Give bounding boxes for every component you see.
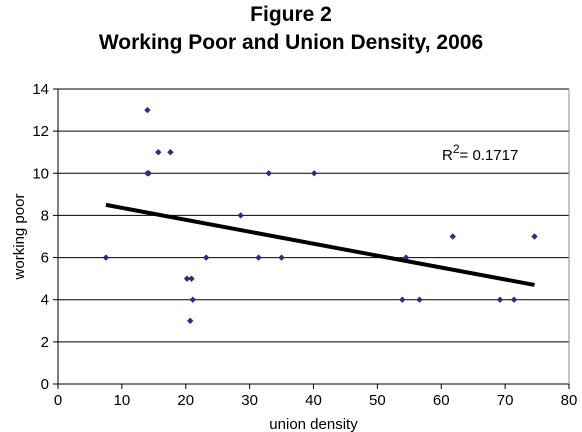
data-points xyxy=(102,106,538,324)
data-point xyxy=(188,275,195,282)
y-tick-label: 12 xyxy=(32,123,49,140)
y-tick-label: 0 xyxy=(41,376,49,393)
y-tick-label: 8 xyxy=(41,207,49,224)
trendline xyxy=(105,202,535,287)
x-tick-label: 40 xyxy=(305,392,322,409)
chart-title: Figure 2 xyxy=(250,3,332,26)
data-point xyxy=(531,233,538,240)
x-tick-label: 30 xyxy=(241,392,258,409)
data-point xyxy=(496,296,504,303)
data-point xyxy=(187,317,194,324)
y-tick-labels: 0 2 4 6 8 10 12 14 xyxy=(32,81,49,393)
x-tick-label: 80 xyxy=(561,392,578,409)
r-squared-superscript: 2 xyxy=(453,142,460,156)
data-point xyxy=(278,254,285,261)
r-squared-annotation: R2= 0.1717 xyxy=(442,142,518,164)
x-tick-label: 20 xyxy=(177,392,194,409)
data-point xyxy=(255,254,262,261)
data-point xyxy=(145,170,152,177)
grid-lines xyxy=(58,88,569,343)
y-tick-label: 6 xyxy=(41,250,49,267)
x-tick-label: 10 xyxy=(114,392,131,409)
data-point xyxy=(237,212,244,219)
data-point xyxy=(310,170,318,177)
r-squared-value: = 0.1717 xyxy=(460,147,519,164)
x-tick-label: 0 xyxy=(54,392,62,409)
data-point xyxy=(399,296,406,303)
data-point xyxy=(102,254,110,261)
y-tick-label: 14 xyxy=(32,81,49,98)
y-tick-label: 2 xyxy=(41,334,49,351)
y-tick-label: 10 xyxy=(32,165,49,182)
x-tick-label: 70 xyxy=(497,392,514,409)
data-point xyxy=(167,149,174,156)
y-axis-label: working poor xyxy=(11,194,28,281)
data-point xyxy=(183,275,191,282)
data-point xyxy=(265,170,272,177)
x-tick-label: 60 xyxy=(433,392,450,409)
data-point xyxy=(510,296,518,303)
chart-subtitle: Working Poor and Union Density, 2006 xyxy=(98,31,484,54)
x-tick-label: 50 xyxy=(369,392,386,409)
data-point xyxy=(144,106,151,114)
data-point xyxy=(155,149,162,156)
y-tick-label: 4 xyxy=(41,292,49,309)
r-squared-prefix: R xyxy=(442,147,453,164)
axes xyxy=(53,88,570,389)
data-point xyxy=(202,254,210,261)
data-point xyxy=(189,296,196,303)
trendline-group xyxy=(105,202,535,287)
x-axis-label: union density xyxy=(269,416,358,432)
data-point xyxy=(449,233,456,240)
data-point xyxy=(416,296,423,303)
x-tick-labels: 0 10 20 30 40 50 60 70 80 xyxy=(54,392,578,409)
